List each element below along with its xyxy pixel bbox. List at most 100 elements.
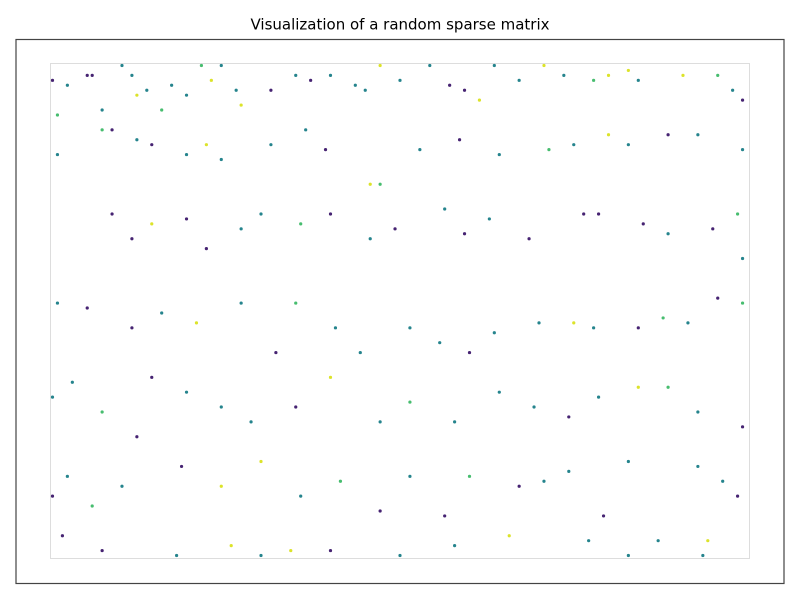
matrix-entry <box>55 152 60 157</box>
matrix-entry <box>353 83 357 87</box>
matrix-entry <box>199 63 204 68</box>
matrix-entry <box>309 78 313 82</box>
matrix-entry <box>100 108 104 112</box>
matrix-entry <box>219 484 223 488</box>
matrix-entry <box>209 78 213 82</box>
matrix-entry <box>666 232 670 236</box>
matrix-entry <box>145 88 149 92</box>
matrix-entry <box>179 464 184 469</box>
matrix-entry <box>626 68 630 73</box>
matrix-entry <box>547 148 551 152</box>
matrix-entry <box>716 296 720 300</box>
matrix-entry <box>443 514 447 518</box>
matrix-entry <box>294 301 298 305</box>
matrix-entry <box>100 410 104 414</box>
matrix-entry <box>269 143 273 147</box>
matrix-entry <box>100 548 104 553</box>
matrix-entry <box>701 553 705 558</box>
matrix-entry <box>130 326 134 330</box>
matrix-entry <box>269 88 273 92</box>
matrix-entry <box>507 534 511 538</box>
chart-title: Visualization of a random sparse matrix <box>250 16 549 34</box>
matrix-entry <box>587 539 591 543</box>
matrix-entry <box>219 405 223 409</box>
matrix-entry <box>740 301 745 305</box>
matrix-entry <box>160 108 164 112</box>
matrix-entry <box>735 494 740 498</box>
matrix-entry <box>626 553 630 558</box>
matrix-entry <box>696 464 700 469</box>
matrix-entry <box>55 113 60 117</box>
matrix-entry <box>443 207 447 211</box>
matrix-entry <box>204 247 208 251</box>
matrix-entry <box>641 222 645 226</box>
matrix-entry <box>239 301 243 305</box>
matrix-entry <box>378 182 382 186</box>
matrix-entry <box>661 316 665 320</box>
matrix-entry <box>204 143 208 147</box>
matrix-entry <box>65 83 69 87</box>
matrix-entry <box>497 390 501 394</box>
matrix-entry <box>120 63 124 68</box>
matrix-entry <box>542 479 546 483</box>
matrix-entry <box>358 350 362 355</box>
matrix-entry <box>160 311 164 315</box>
matrix-entry <box>686 321 690 325</box>
matrix-entry <box>596 395 601 399</box>
matrix-entry <box>696 133 700 137</box>
matrix-entry <box>462 232 467 236</box>
matrix-entry <box>299 222 303 226</box>
matrix-entry <box>418 148 422 152</box>
matrix-entry <box>55 301 60 305</box>
matrix-entry <box>110 212 114 216</box>
matrix-entry <box>323 148 328 152</box>
matrix-entry <box>70 380 74 384</box>
matrix-entry <box>194 321 199 325</box>
matrix-entry <box>567 469 571 473</box>
matrix-entry <box>338 479 343 483</box>
matrix-entry <box>477 98 482 102</box>
matrix-entry <box>259 459 263 464</box>
matrix-entry <box>368 237 372 241</box>
matrix-entry <box>150 143 154 147</box>
matrix-entry <box>562 73 566 77</box>
matrix-entry <box>150 222 154 226</box>
matrix-entry <box>378 420 382 424</box>
matrix-entry <box>492 63 496 68</box>
matrix-entry <box>294 405 298 409</box>
matrix-entry <box>626 143 630 147</box>
matrix-entry <box>274 350 278 355</box>
matrix-entry <box>740 256 745 261</box>
matrix-entry <box>740 98 745 102</box>
matrix-entry <box>596 212 601 216</box>
matrix-entry <box>636 78 640 82</box>
matrix-entry <box>174 553 179 558</box>
matrix-entry <box>249 420 253 424</box>
matrix-entry <box>492 331 496 335</box>
matrix-entry <box>60 534 65 538</box>
matrix-entry <box>184 152 189 157</box>
matrix-entry <box>259 553 263 558</box>
matrix-entry <box>487 217 491 221</box>
matrix-entry <box>90 504 94 508</box>
matrix-entry <box>90 73 94 77</box>
matrix-entry <box>636 385 640 389</box>
matrix-entry <box>50 395 55 399</box>
matrix-entry <box>170 83 174 87</box>
matrix-entry <box>120 484 124 488</box>
matrix-entry <box>219 63 223 68</box>
matrix-entry <box>721 479 725 483</box>
matrix-entry <box>453 544 457 548</box>
matrix-entry <box>328 548 333 553</box>
plot-area <box>50 63 750 559</box>
figure-frame <box>15 38 785 585</box>
matrix-entry <box>606 133 611 137</box>
matrix-entry <box>50 494 55 498</box>
matrix-entry <box>467 350 472 355</box>
matrix-entry <box>100 128 104 132</box>
matrix-entry <box>289 548 293 553</box>
matrix-entry <box>438 341 442 345</box>
matrix-entry <box>135 138 139 142</box>
matrix-entry <box>681 73 685 77</box>
